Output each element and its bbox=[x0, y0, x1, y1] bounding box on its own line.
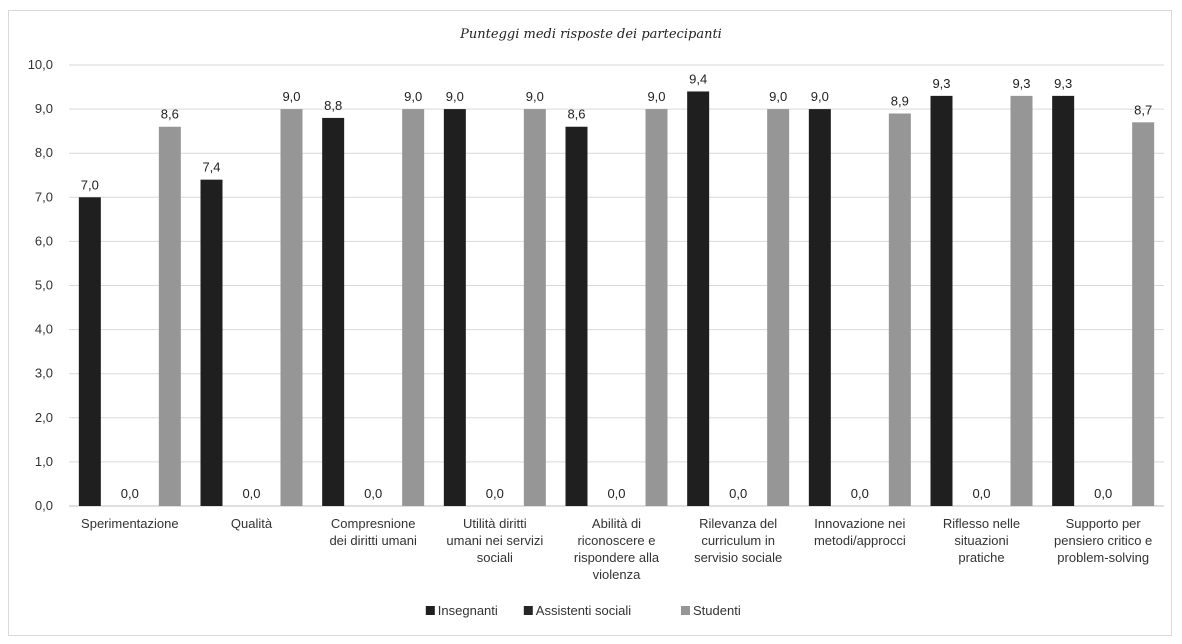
bar-insegnanti bbox=[443, 109, 466, 506]
legend-swatch bbox=[425, 606, 435, 615]
y-tick-label: 7,0 bbox=[35, 189, 53, 204]
bar-insegnanti bbox=[78, 197, 101, 507]
legend-label: Insegnanti bbox=[438, 603, 498, 618]
y-tick-label: 2,0 bbox=[35, 410, 53, 425]
data-label: 9,0 bbox=[769, 89, 787, 104]
legend: Insegnanti Assistenti sociali Studenti bbox=[425, 603, 741, 618]
bar-insegnanti bbox=[565, 126, 588, 507]
x-axis-categories: Sperimentazione Qualità Compresnione dei di… bbox=[81, 516, 1152, 582]
data-label: 8,8 bbox=[324, 98, 342, 113]
data-label: 7,4 bbox=[202, 160, 220, 175]
bar-insegnanti bbox=[930, 95, 953, 507]
legend-swatch bbox=[523, 606, 533, 615]
data-label: 9,3 bbox=[1012, 76, 1030, 91]
bar-insegnanti bbox=[808, 109, 831, 506]
bar-insegnanti bbox=[200, 179, 223, 506]
data-label: 0,0 bbox=[121, 486, 139, 501]
data-label: 9,0 bbox=[404, 89, 422, 104]
data-labels: 7,0 7,4 8,8 9,0 8,6 9,4 9,0 9,3 9,3 0,0 0,0 0,0 0,0 0… bbox=[81, 71, 1152, 501]
data-label: 9,0 bbox=[526, 89, 544, 104]
data-label: 0,0 bbox=[972, 486, 990, 501]
category-label: Supporto per pensiero critico e problem-so… bbox=[1054, 516, 1152, 565]
bar-studenti bbox=[767, 109, 790, 506]
data-label: 0,0 bbox=[364, 486, 382, 501]
data-label: 9,3 bbox=[1054, 76, 1072, 91]
data-label: 9,0 bbox=[647, 89, 665, 104]
category-label: Sperimentazione bbox=[81, 516, 179, 531]
legend-item: Insegnanti bbox=[425, 603, 498, 618]
y-tick-label: 3,0 bbox=[35, 366, 53, 381]
data-label: 0,0 bbox=[486, 486, 504, 501]
data-label: 0,0 bbox=[729, 486, 747, 501]
bar-studenti bbox=[158, 126, 181, 507]
y-tick-label: 9,0 bbox=[35, 101, 53, 116]
data-label: 0,0 bbox=[607, 486, 625, 501]
y-axis-ticks: 0,0 1,0 2,0 3,0 4,0 5,0 6,0 7,0 8,0 9,0 10,0 bbox=[28, 57, 53, 513]
bar-chart: Punteggi medi risposte dei partecipanti … bbox=[28, 27, 1164, 618]
bars bbox=[78, 91, 1155, 507]
y-tick-label: 10,0 bbox=[28, 57, 53, 72]
data-label: 8,7 bbox=[1134, 102, 1152, 117]
bar-studenti bbox=[1132, 122, 1155, 506]
category-label: Compresnione dei diritti umani bbox=[329, 516, 417, 548]
y-tick-label: 5,0 bbox=[35, 278, 53, 293]
data-label: 8,6 bbox=[161, 107, 179, 122]
data-label: 0,0 bbox=[242, 486, 260, 501]
y-tick-label: 1,0 bbox=[35, 454, 53, 469]
legend-label: Assistenti sociali bbox=[536, 603, 631, 618]
bar-studenti bbox=[645, 109, 668, 506]
bar-insegnanti bbox=[687, 91, 710, 507]
data-label: 9,4 bbox=[689, 71, 707, 86]
category-label: Riflesso nelle situazioni pratiche bbox=[943, 516, 1020, 565]
gridlines bbox=[69, 64, 1164, 507]
category-label: Rilevanza del curriculum in servisio socia… bbox=[694, 516, 782, 565]
category-label: Qualità bbox=[231, 516, 273, 531]
y-tick-label: 8,0 bbox=[35, 145, 53, 160]
data-label: 0,0 bbox=[1094, 486, 1112, 501]
legend-item: Assistenti sociali bbox=[523, 603, 631, 618]
bar-studenti bbox=[1010, 95, 1033, 507]
legend-item: Studenti bbox=[681, 603, 741, 618]
data-label: 8,6 bbox=[567, 107, 585, 122]
category-label: Utilità diritti umani nei servizi sociali bbox=[446, 516, 543, 565]
y-tick-label: 6,0 bbox=[35, 233, 53, 248]
legend-label: Studenti bbox=[693, 603, 741, 618]
bar-studenti bbox=[280, 109, 303, 506]
bar-insegnanti bbox=[322, 117, 345, 507]
data-label: 9,0 bbox=[446, 89, 464, 104]
data-label: 9,0 bbox=[811, 89, 829, 104]
data-label: 8,9 bbox=[891, 94, 909, 109]
data-label: 9,0 bbox=[282, 89, 300, 104]
bar-studenti bbox=[402, 109, 425, 506]
bar-insegnanti bbox=[1052, 95, 1075, 507]
bar-studenti bbox=[888, 113, 911, 506]
category-label: Abilità di riconoscere e rispondere alla vi… bbox=[574, 516, 660, 582]
chart-title: Punteggi medi risposte dei partecipanti bbox=[459, 27, 722, 42]
bar-studenti bbox=[523, 109, 546, 506]
category-label: Innovazione nei metodi/approcci bbox=[814, 516, 906, 548]
data-label: 9,3 bbox=[932, 76, 950, 91]
data-label: 0,0 bbox=[851, 486, 869, 501]
y-tick-label: 4,0 bbox=[35, 322, 53, 337]
legend-swatch bbox=[681, 606, 690, 615]
data-label: 7,0 bbox=[81, 177, 99, 192]
chart-frame: Punteggi medi risposte dei partecipanti … bbox=[8, 10, 1172, 636]
y-tick-label: 0,0 bbox=[35, 498, 53, 513]
